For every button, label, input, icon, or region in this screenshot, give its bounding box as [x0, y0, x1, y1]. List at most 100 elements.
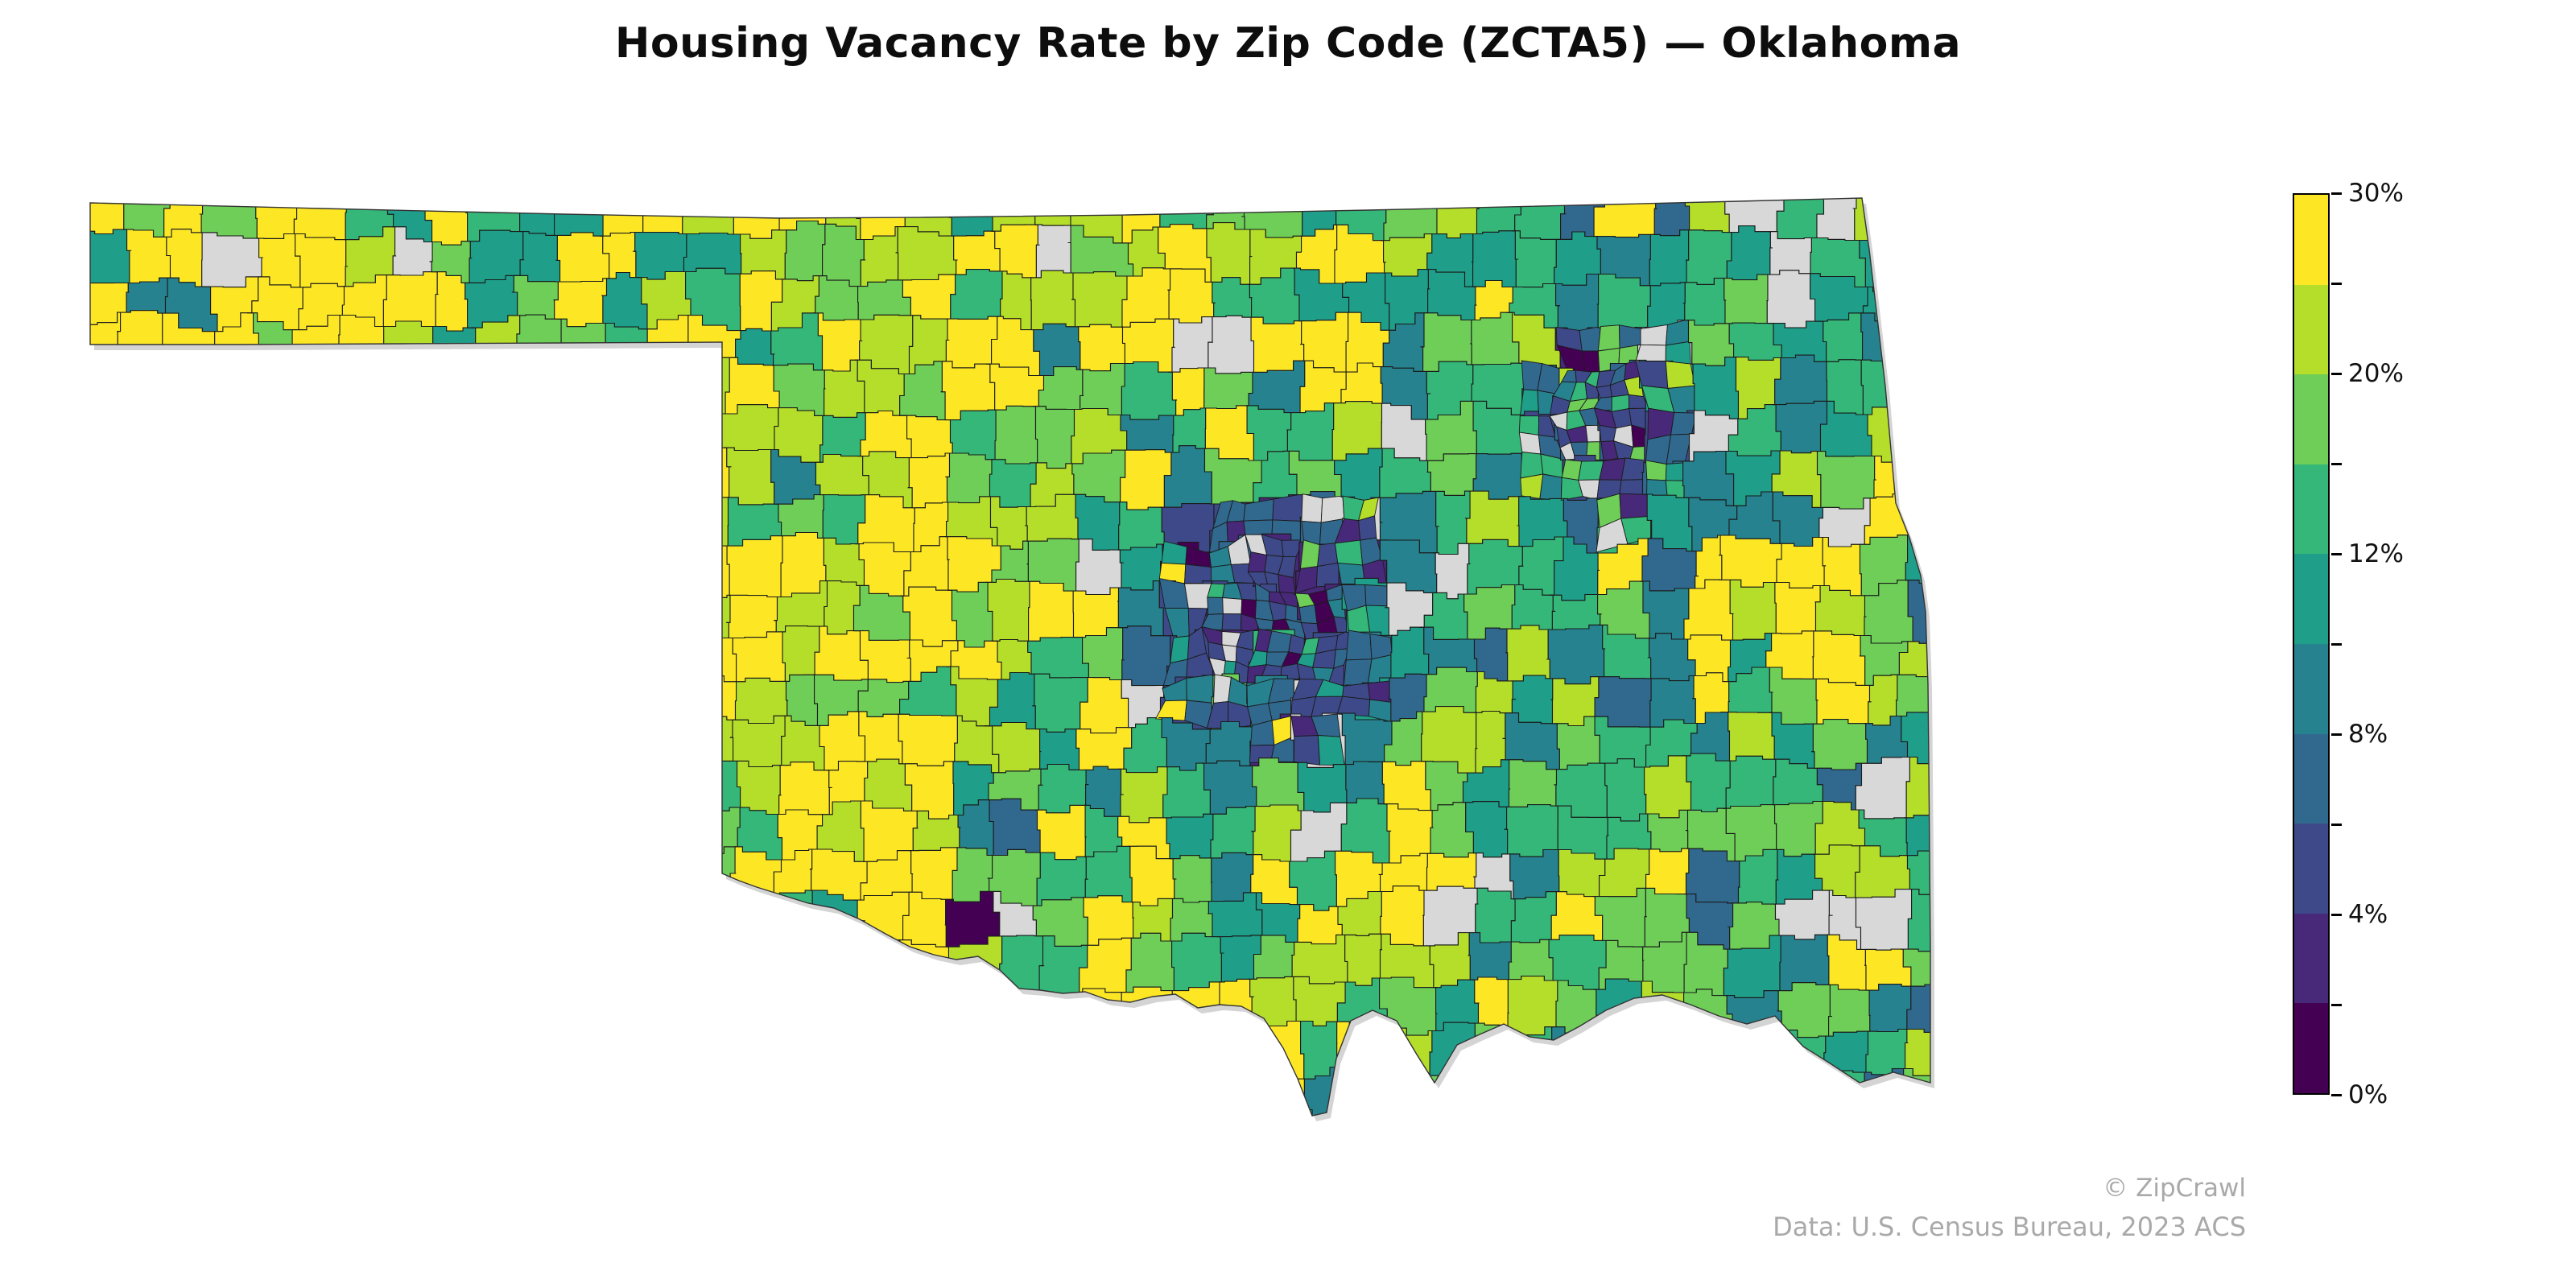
zcta-polygon [1554, 716, 1604, 770]
zcta-polygon [382, 666, 434, 727]
zcta-polygon [1685, 1022, 1734, 1089]
zcta-polygon [558, 1024, 608, 1082]
zcta-polygon [1855, 889, 1913, 951]
zcta-polygon [555, 1113, 603, 1116]
zcta-polygon [336, 934, 393, 990]
zcta-polygon [822, 359, 867, 418]
zcta-polygon [1727, 712, 1777, 762]
zcta-polygon [206, 535, 262, 590]
zcta-polygon [680, 412, 724, 460]
zcta-polygon [1603, 758, 1647, 822]
zcta-polygon [304, 1069, 345, 1116]
zcta-polygon [689, 846, 737, 898]
zcta-polygon [551, 801, 601, 864]
zcta-polygon [1381, 198, 1438, 242]
colorbar-band-9 [2294, 195, 2328, 285]
zcta-polygon [551, 852, 606, 906]
zcta-polygon [292, 233, 348, 288]
zcta-polygon [780, 531, 828, 598]
zcta-polygon [1665, 361, 1695, 389]
zcta-polygon [944, 890, 1002, 947]
zcta-polygon [596, 585, 645, 632]
zcta-polygon [206, 359, 259, 407]
zcta-polygon [1292, 267, 1350, 322]
colorbar-band-0 [2294, 1003, 2328, 1093]
zcta-polygon [681, 232, 742, 275]
zcta-polygon [1895, 671, 1930, 721]
zcta-polygon [338, 360, 393, 412]
zcta-polygon [1358, 515, 1377, 541]
colorbar-tick [2331, 1093, 2342, 1096]
zcta-polygon [985, 540, 1031, 583]
zcta-polygon [1505, 625, 1555, 682]
zcta-polygon [985, 316, 1045, 377]
zcta-polygon [1422, 667, 1479, 713]
zcta-polygon [645, 538, 691, 592]
zcta-polygon [726, 980, 782, 1027]
zcta-polygon [377, 804, 428, 855]
zcta-polygon [1825, 984, 1871, 1037]
zcta-polygon [1207, 597, 1224, 615]
zcta-polygon [563, 712, 600, 771]
zcta-polygon [997, 1066, 1038, 1116]
zcta-polygon [1645, 460, 1667, 481]
zcta-polygon [1906, 493, 1930, 536]
zcta-polygon [254, 1067, 309, 1116]
zcta-polygon [1335, 1067, 1388, 1116]
zcta-polygon [1208, 1021, 1260, 1084]
zcta-polygon [119, 894, 169, 947]
zcta-polygon [1688, 1081, 1735, 1116]
zcta-polygon [295, 547, 335, 589]
zcta-polygon [1723, 491, 1784, 544]
zcta-polygon [1812, 800, 1867, 855]
zcta-polygon [1546, 624, 1606, 685]
zcta-polygon [292, 198, 347, 241]
zcta-polygon [1685, 807, 1739, 862]
zcta-polygon [605, 887, 650, 950]
zcta-polygon [90, 358, 124, 415]
zcta-polygon [294, 712, 342, 766]
zcta-polygon [118, 1064, 172, 1116]
zcta-polygon [775, 1023, 824, 1083]
zcta-polygon [1345, 761, 1385, 805]
zcta-polygon [1470, 312, 1524, 365]
zcta-polygon [246, 936, 300, 995]
zcta-polygon [562, 672, 597, 721]
zcta-polygon [343, 407, 384, 457]
zcta-polygon [159, 935, 219, 991]
zcta-polygon [1247, 551, 1268, 573]
zcta-polygon [897, 713, 959, 766]
zcta-polygon [1777, 982, 1832, 1038]
zcta-polygon [1599, 457, 1626, 481]
zcta-polygon [770, 448, 826, 505]
zcta-polygon [724, 447, 777, 506]
zcta-polygon [857, 279, 916, 320]
zcta-polygon [549, 497, 599, 537]
zcta-polygon [594, 410, 648, 462]
zcta-polygon [941, 989, 997, 1028]
zcta-polygon [166, 1113, 218, 1116]
zcta-polygon [650, 1073, 687, 1116]
zcta-polygon [687, 497, 729, 547]
zcta-polygon [644, 767, 699, 804]
zcta-polygon [555, 758, 601, 810]
zcta-polygon [599, 232, 639, 279]
zcta-polygon [593, 1024, 652, 1075]
zcta-polygon [1245, 450, 1304, 503]
zcta-polygon [507, 447, 564, 509]
zcta-polygon [337, 669, 394, 724]
zcta-polygon [775, 1068, 821, 1116]
zcta-polygon [423, 938, 480, 987]
zcta-polygon [90, 576, 131, 629]
zcta-polygon [1870, 455, 1907, 499]
zcta-polygon [858, 1121, 913, 1162]
zcta-polygon [1864, 1028, 1909, 1075]
zcta-polygon [1333, 1117, 1385, 1165]
zcta-polygon [1905, 198, 1930, 233]
zcta-polygon [335, 449, 390, 509]
zcta-polygon [1183, 583, 1212, 609]
zcta-polygon [506, 503, 564, 540]
zcta-polygon [1728, 902, 1782, 950]
zcta-polygon [638, 845, 697, 892]
zcta-polygon [208, 1067, 256, 1116]
